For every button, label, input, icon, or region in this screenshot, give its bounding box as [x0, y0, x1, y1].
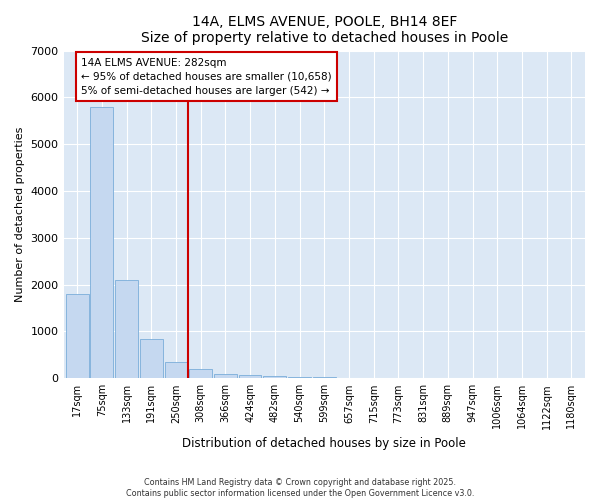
Bar: [214, 374, 237, 378]
Bar: [239, 375, 262, 378]
Bar: [263, 376, 286, 378]
Bar: [66, 294, 89, 378]
Bar: [164, 362, 187, 378]
Bar: [288, 377, 311, 378]
Bar: [190, 369, 212, 378]
Y-axis label: Number of detached properties: Number of detached properties: [15, 126, 25, 302]
Text: Contains HM Land Registry data © Crown copyright and database right 2025.
Contai: Contains HM Land Registry data © Crown c…: [126, 478, 474, 498]
X-axis label: Distribution of detached houses by size in Poole: Distribution of detached houses by size …: [182, 437, 466, 450]
Bar: [91, 106, 113, 378]
Bar: [115, 280, 138, 378]
Title: 14A, ELMS AVENUE, POOLE, BH14 8EF
Size of property relative to detached houses i: 14A, ELMS AVENUE, POOLE, BH14 8EF Size o…: [140, 15, 508, 45]
Text: 14A ELMS AVENUE: 282sqm
← 95% of detached houses are smaller (10,658)
5% of semi: 14A ELMS AVENUE: 282sqm ← 95% of detache…: [81, 58, 331, 96]
Bar: [140, 338, 163, 378]
